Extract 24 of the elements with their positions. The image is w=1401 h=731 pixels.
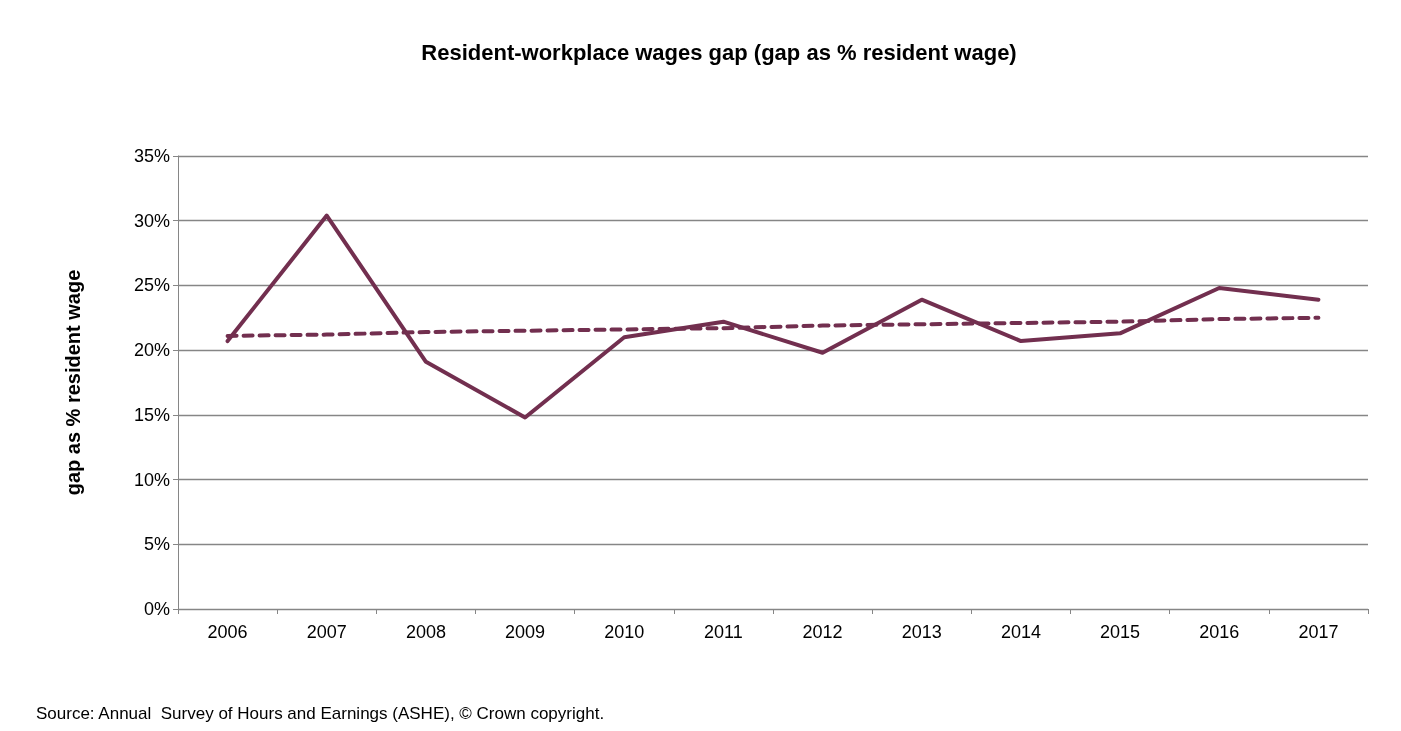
x-tick-label: 2006: [207, 622, 248, 642]
y-tick-label: 20%: [133, 340, 170, 361]
y-tick-label: 30%: [133, 210, 170, 231]
y-tick-label: 35%: [133, 146, 170, 166]
y-tick-label: 0%: [143, 599, 170, 619]
x-tick-label: 2014: [1000, 622, 1041, 642]
x-tick-label: 2017: [1298, 622, 1339, 642]
x-tick-label: 2008: [405, 622, 446, 642]
x-tick-label: 2015: [1100, 622, 1141, 642]
x-tick-label: 2009: [505, 622, 546, 642]
y-tick-label: 15%: [133, 404, 170, 425]
source-note: Source: Annual Survey of Hours and Earnings (ASHE), © Crown copyright.: [36, 704, 605, 723]
x-tick-label: 2013: [901, 622, 942, 642]
x-tick-label: 2007: [306, 622, 347, 642]
x-tick-label: 2016: [1199, 622, 1240, 642]
y-tick-label: 25%: [133, 275, 170, 296]
line-series: [225, 213, 1321, 420]
x-tick-label: 2012: [802, 622, 843, 642]
x-tick-label: 2011: [704, 622, 743, 642]
y-axis-title: gap as % resident wage: [62, 269, 84, 496]
x-tick-label: 2010: [604, 622, 645, 642]
chart-title: Resident-workplace wages gap (gap as % resident wage): [421, 39, 1017, 65]
y-tick-label: 10%: [133, 469, 170, 490]
y-tick-label: 5%: [143, 534, 170, 555]
